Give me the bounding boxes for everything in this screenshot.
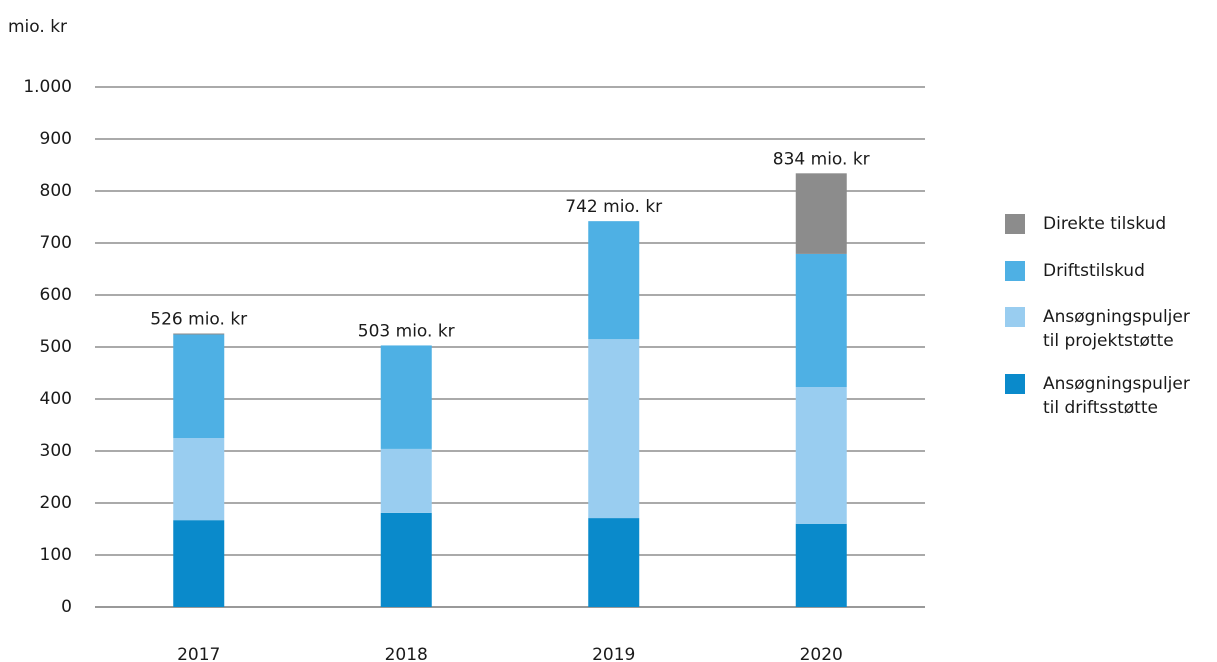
y-tick-label: 600 (40, 285, 72, 305)
bar-segment (173, 334, 225, 438)
y-tick-label: 900 (40, 129, 72, 149)
total-label: 526 mio. kr (150, 309, 247, 329)
bar-segment (795, 253, 847, 388)
legend-label: Ansøgningspuljer til projektstøtte (1043, 307, 1190, 351)
legend-item: Direkte tilskud (1005, 214, 1166, 236)
y-tick-label: 100 (40, 545, 72, 565)
y-tick-label: 500 (40, 337, 72, 357)
legend-swatch (1005, 374, 1025, 394)
legend-swatch (1005, 214, 1025, 234)
bar-segment (588, 339, 640, 519)
legend-label: Direkte tilskud (1043, 214, 1167, 234)
y-tick-label: 200 (40, 493, 72, 513)
bar-segment (588, 221, 640, 340)
legend-item: Ansøgningspuljer til driftsstøtte (1005, 374, 1190, 420)
x-tick-label: 2019 (592, 645, 635, 662)
bar-segment (380, 448, 432, 513)
bar-segment (588, 518, 640, 607)
x-tick-label: 2020 (800, 645, 843, 662)
y-tick-label: 800 (40, 181, 72, 201)
legend-swatch (1005, 261, 1025, 281)
legend-swatch (1005, 307, 1025, 327)
x-tick-label: 2018 (385, 645, 428, 662)
bar-segment (173, 333, 225, 335)
x-tick-label: 2017 (177, 645, 220, 662)
y-tick-label: 300 (40, 441, 72, 461)
y-tick-label: 700 (40, 233, 72, 253)
bar-segment (380, 345, 432, 449)
bar-segment (795, 387, 847, 524)
legend-item: Driftstilskud (1005, 261, 1145, 283)
y-tick-label: 1.000 (23, 77, 72, 97)
total-label: 834 mio. kr (773, 149, 870, 169)
y-axis-label: mio. kr (8, 17, 67, 37)
total-label: 742 mio. kr (565, 197, 662, 217)
bar-segment (380, 512, 432, 607)
total-label: 503 mio. kr (358, 321, 455, 341)
y-tick-label: 400 (40, 389, 72, 409)
y-tick-label: 0 (61, 597, 72, 617)
legend-label: Driftstilskud (1043, 261, 1145, 281)
bar-segment (795, 523, 847, 607)
bar-segment (173, 438, 225, 521)
legend-label: Ansøgningspuljer til driftsstøtte (1043, 374, 1190, 418)
bar-segment (173, 520, 225, 607)
legend-item: Ansøgningspuljer til projektstøtte (1005, 307, 1190, 353)
bar-segment (795, 173, 847, 254)
